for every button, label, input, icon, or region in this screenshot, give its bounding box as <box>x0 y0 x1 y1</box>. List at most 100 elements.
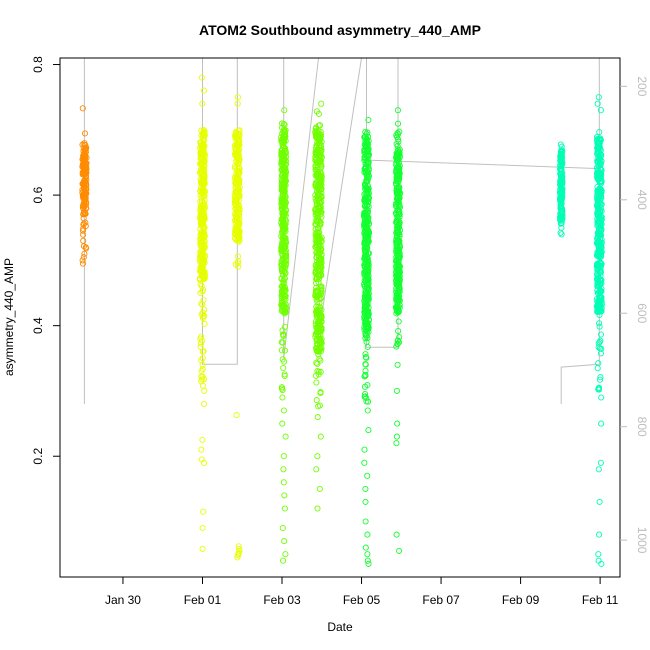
data-point <box>395 188 402 195</box>
data-point <box>80 254 87 261</box>
data-point <box>200 178 207 185</box>
cluster-3-1 <box>392 107 404 554</box>
data-point <box>558 159 565 166</box>
data-point <box>558 200 565 207</box>
data-point <box>282 200 289 207</box>
data-point <box>596 141 603 148</box>
data-point <box>278 339 285 346</box>
data-point <box>280 167 287 174</box>
data-point <box>82 244 89 251</box>
data-point <box>313 216 320 223</box>
data-point <box>596 253 603 260</box>
data-point <box>201 170 208 177</box>
data-point <box>317 255 324 262</box>
data-point <box>198 127 205 134</box>
data-point <box>596 129 603 136</box>
data-point <box>234 94 241 101</box>
data-point <box>281 288 288 295</box>
data-point <box>282 244 289 251</box>
data-point <box>313 249 320 256</box>
data-point <box>317 180 324 187</box>
data-point <box>396 148 403 155</box>
data-point <box>394 337 401 344</box>
data-point <box>232 224 239 231</box>
data-point <box>280 281 287 288</box>
y2-tick-label: 200 <box>635 76 649 96</box>
data-point <box>82 152 89 159</box>
data-point <box>364 551 371 558</box>
depth-trace <box>83 57 600 404</box>
data-point <box>317 158 324 166</box>
data-point <box>598 560 605 567</box>
data-point <box>317 165 324 172</box>
data-point <box>393 310 400 317</box>
data-point <box>313 159 320 167</box>
data-point <box>280 557 287 564</box>
data-point <box>281 174 288 181</box>
data-point <box>279 524 286 532</box>
data-point <box>597 459 604 466</box>
data-point <box>281 323 289 330</box>
depth-trace-segment-3 <box>318 57 362 336</box>
data-point <box>559 188 566 195</box>
x-tick-label: Feb 01 <box>184 593 222 607</box>
data-point <box>596 531 603 538</box>
data-point <box>282 270 289 277</box>
data-point <box>279 420 286 427</box>
data-point <box>199 288 206 295</box>
data-point <box>197 281 204 288</box>
data-point <box>200 270 207 277</box>
data-point <box>280 466 287 473</box>
data-point <box>395 138 402 145</box>
data-point <box>597 107 604 114</box>
data-point <box>594 287 601 294</box>
data-point <box>313 142 320 149</box>
data-point <box>79 257 86 264</box>
data-point <box>199 348 206 355</box>
data-point <box>362 372 369 379</box>
data-point <box>363 252 370 259</box>
plot-frame <box>59 57 621 578</box>
data-point <box>201 128 208 135</box>
data-point <box>364 129 371 136</box>
data-point <box>396 128 403 135</box>
data-point <box>596 156 603 163</box>
data-point <box>234 554 241 561</box>
depth-trace-segment-1 <box>202 58 238 365</box>
data-point <box>595 242 602 250</box>
data-point <box>201 157 208 164</box>
data-point <box>234 163 241 170</box>
data-point <box>313 466 320 473</box>
data-point <box>278 347 285 354</box>
data-point <box>364 152 371 159</box>
data-point <box>278 124 286 131</box>
data-point <box>595 173 602 180</box>
data-point <box>313 198 320 205</box>
data-point <box>317 132 324 139</box>
data-point <box>364 186 371 193</box>
data-point <box>81 185 88 192</box>
data-point <box>316 192 323 199</box>
data-point <box>597 374 604 381</box>
data-point <box>558 162 565 169</box>
data-point <box>395 288 402 295</box>
data-point <box>364 216 371 223</box>
data-point <box>197 335 204 342</box>
data-point <box>281 107 288 114</box>
data-point <box>393 387 400 394</box>
data-point <box>393 257 400 264</box>
data-point <box>315 172 322 179</box>
data-point <box>197 198 204 205</box>
data-point <box>318 100 325 107</box>
x-tick-label: Feb 07 <box>422 593 460 607</box>
data-point <box>282 130 289 138</box>
data-point <box>280 479 287 486</box>
data-point <box>364 173 371 180</box>
data-point <box>596 301 603 308</box>
data-point <box>79 260 87 267</box>
data-point <box>199 337 206 344</box>
data-point <box>81 188 88 196</box>
data-point <box>594 100 601 107</box>
data-point <box>361 155 368 162</box>
data-point <box>314 258 321 265</box>
